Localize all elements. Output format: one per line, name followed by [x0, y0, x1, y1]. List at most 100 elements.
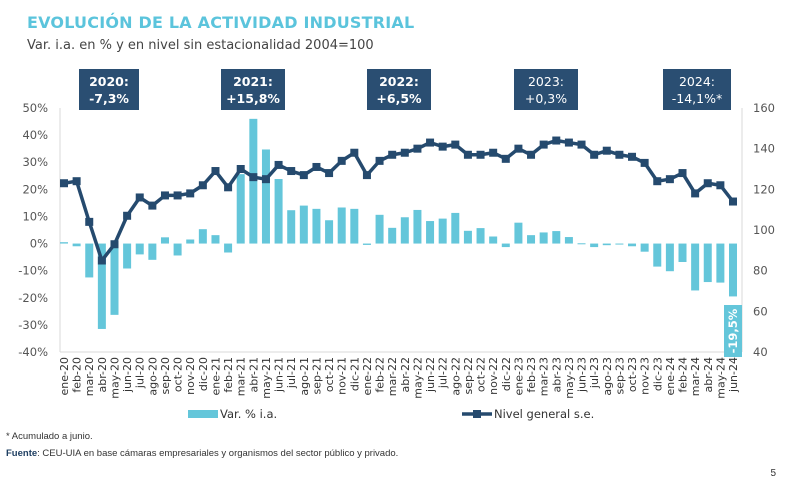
right-tick-label: 120: [753, 182, 775, 196]
x-tick-label: may-22: [411, 357, 424, 399]
line-point-oct-22: [476, 150, 485, 159]
bar-mar-21: [236, 174, 245, 244]
bar-nov-21: [337, 207, 346, 244]
line-point-abr-23: [552, 136, 561, 145]
bar-abr-23: [552, 231, 561, 244]
left-tick-label: -10%: [18, 264, 48, 278]
bar-may-20: [110, 243, 119, 315]
bar-nov-22: [489, 236, 498, 244]
page-number: 5: [770, 468, 776, 479]
bar-may-24: [716, 243, 725, 283]
x-tick-label: sep-23: [613, 357, 626, 394]
line-point-feb-23: [527, 150, 536, 159]
bar-dic-20: [198, 229, 207, 244]
line-point-ene-24: [665, 175, 674, 184]
bar-jun-23: [577, 243, 586, 245]
x-tick-label: dic-20: [197, 357, 210, 391]
line-point-ene-20: [60, 179, 68, 188]
bar-ene-23: [514, 222, 523, 244]
bar-sep-23: [615, 243, 624, 245]
bar-ago-22: [451, 212, 460, 244]
x-tick-label: nov-20: [184, 357, 197, 395]
line-point-ene-21: [211, 167, 220, 176]
line-point-sep-21: [312, 162, 321, 171]
bar-dic-23: [653, 243, 662, 267]
line-point-abr-24: [703, 179, 712, 188]
x-tick-label: nov-22: [487, 357, 500, 395]
x-tick-label: may-24: [714, 357, 727, 399]
line-point-abr-22: [400, 148, 409, 157]
annotation-box-4: [663, 69, 731, 110]
legend-line-label: Nivel general s.e.: [494, 407, 594, 421]
source-note: Fuente: CEU-UIA en base cámaras empresar…: [6, 448, 398, 459]
x-tick-label: mar-24: [689, 357, 702, 396]
x-tick-label: ago-22: [449, 357, 462, 396]
right-tick-label: 160: [753, 101, 775, 115]
right-tick-label: 100: [753, 223, 775, 237]
x-tick-label: ene-24: [664, 357, 677, 395]
x-tick-label: may-21: [260, 357, 273, 399]
line-point-nov-23: [640, 158, 649, 167]
right-tick-label: 140: [753, 142, 775, 156]
bar-jun-21: [274, 179, 283, 244]
bar-ene-24: [665, 243, 674, 272]
x-tick-label: ago-20: [146, 357, 159, 396]
bar-mar-20: [85, 243, 94, 278]
left-tick-label: 50%: [22, 101, 48, 115]
line-point-oct-21: [325, 169, 334, 178]
annotation-year: 2022:: [379, 74, 419, 89]
x-tick-label: ene-21: [209, 357, 222, 395]
line-point-may-23: [564, 138, 573, 147]
x-tick-label: mar-22: [386, 357, 399, 396]
bar-sep-20: [160, 237, 169, 244]
x-tick-label: ene-23: [512, 357, 525, 395]
line-point-ago-23: [602, 146, 611, 155]
line-point-dic-20: [198, 181, 207, 190]
source-label: Fuente: [6, 448, 38, 459]
right-tick-label: 60: [753, 304, 768, 318]
bar-may-22: [413, 209, 422, 244]
annotation-box-1: [221, 69, 285, 110]
x-tick-label: feb-21: [222, 357, 235, 393]
bar-ene-20: [60, 242, 68, 244]
line-point-jul-23: [590, 150, 599, 159]
line-point-sep-20: [160, 191, 169, 200]
line-point-nov-22: [489, 148, 498, 157]
line-point-mar-20: [85, 217, 94, 226]
left-tick-label: -40%: [18, 345, 48, 359]
bar-oct-22: [476, 228, 485, 244]
x-tick-label: jun-24: [727, 357, 740, 393]
x-tick-label: mar-23: [538, 357, 551, 396]
line-point-jul-21: [287, 167, 296, 176]
bar-mar-24: [691, 243, 700, 291]
annotation-year: 2023:: [528, 74, 564, 89]
left-tick-label: -30%: [18, 318, 48, 332]
line-point-may-22: [413, 144, 422, 153]
right-tick-label: 40: [753, 345, 768, 359]
bar-mar-23: [539, 232, 548, 244]
x-tick-label: oct-20: [172, 357, 185, 392]
x-tick-label: abr-20: [96, 357, 109, 393]
x-tick-label: feb-20: [71, 357, 84, 393]
line-point-ago-22: [451, 140, 460, 149]
line-point-abr-20: [97, 256, 106, 265]
annotation-value: +6,5%: [376, 91, 422, 106]
bar-jun-24: [729, 243, 737, 297]
x-tick-label: oct-21: [323, 357, 336, 392]
bar-jul-22: [438, 218, 447, 244]
line-point-may-20: [110, 240, 119, 249]
x-tick-label: jun-21: [273, 357, 286, 393]
bar-abr-22: [400, 217, 409, 244]
x-tick-label: ene-20: [58, 357, 71, 395]
line-point-ago-21: [299, 171, 308, 180]
bar-nov-23: [640, 243, 649, 252]
bar-ago-20: [148, 243, 157, 260]
left-tick-label: 30%: [22, 155, 48, 169]
bar-jul-23: [590, 243, 599, 248]
annotation-box-3: [514, 69, 578, 110]
bar-ago-21: [299, 205, 308, 244]
x-tick-label: oct-23: [626, 357, 639, 392]
x-tick-label: mar-20: [83, 357, 96, 396]
legend-line-marker: [473, 410, 481, 418]
line-point-abr-21: [249, 173, 258, 182]
